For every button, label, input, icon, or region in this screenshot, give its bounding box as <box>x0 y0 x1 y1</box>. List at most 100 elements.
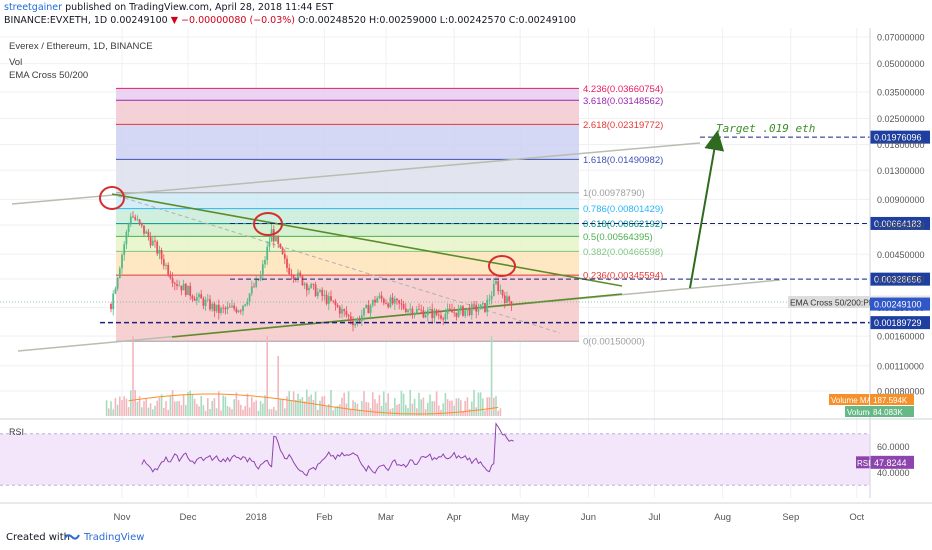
high-circle-apr <box>488 255 516 277</box>
volume-bar <box>422 397 425 416</box>
x-tick-label: May <box>511 512 529 523</box>
candle-body <box>389 297 392 308</box>
candle-body <box>508 296 511 302</box>
volume-bar <box>409 389 411 416</box>
volume-bar <box>224 396 227 416</box>
fib-band-1 <box>116 159 579 193</box>
volume-bar <box>169 396 172 416</box>
candle-body <box>385 303 387 304</box>
candle-body <box>125 231 128 245</box>
volume-bar <box>246 393 249 416</box>
volume-bar <box>427 402 429 416</box>
volume-bar <box>110 401 112 416</box>
author-link[interactable]: streetgainer <box>4 2 63 13</box>
candle-body <box>415 309 418 314</box>
candle-body <box>349 316 352 322</box>
volume-bar <box>132 336 134 416</box>
volume-bar <box>413 398 416 416</box>
candle-body <box>110 304 112 310</box>
candle-body <box>191 295 194 299</box>
volume-bar <box>378 394 381 416</box>
fib-label-0.236: 0.236(0.00345594) <box>583 271 663 282</box>
rsi-value-tag <box>870 455 914 469</box>
ema-plot-name: EMA Cross 50/200:Plot <box>790 298 879 308</box>
volume-bar <box>460 400 462 416</box>
trend-lines <box>0 142 870 352</box>
volume-bar <box>380 405 383 416</box>
y-tick-label: 0.05000000 <box>877 59 925 69</box>
volume-bar <box>341 397 343 416</box>
candle-body <box>464 310 467 316</box>
chart-header: streetgainer published on TradingView.co… <box>0 0 932 28</box>
candle-body <box>224 307 227 310</box>
y-tick-label: 0.01300000 <box>877 166 925 176</box>
candle-body <box>226 306 229 310</box>
volume-bar <box>297 393 299 416</box>
candle-body <box>160 249 163 260</box>
candle-body <box>211 303 214 310</box>
fib-band-0.786 <box>116 192 579 209</box>
volume-bar <box>396 404 398 416</box>
fib-label-2.618: 2.618(0.02319772) <box>583 120 663 131</box>
volume-bar <box>451 400 453 416</box>
candle-body <box>495 281 497 284</box>
candle-body <box>217 304 220 313</box>
tradingview-brand[interactable]: TradingView <box>84 532 145 543</box>
x-tick-label: Oct <box>849 512 864 523</box>
candles <box>110 211 513 332</box>
volume-bar <box>154 405 156 416</box>
volume-value: 84.083K <box>873 408 903 417</box>
candle-body <box>497 281 500 292</box>
candle-body <box>198 294 200 297</box>
candle-body <box>255 278 258 287</box>
candle-body <box>167 264 170 275</box>
y-tick-label: 0.00450000 <box>877 250 925 260</box>
volume-bar <box>123 396 125 416</box>
volume-bar <box>119 396 121 416</box>
volume-bar <box>411 403 414 416</box>
y-tick-label: 0.00160000 <box>877 332 925 342</box>
candle-body <box>121 254 123 269</box>
volume-bar <box>429 394 431 416</box>
candle-body <box>369 305 372 314</box>
candle-body <box>358 318 361 322</box>
fib-band-0.236 <box>116 251 579 276</box>
volume-bar <box>127 407 130 416</box>
volume-bar <box>343 392 345 416</box>
candle-body <box>220 307 222 313</box>
x-tick-label: Jul <box>648 512 660 523</box>
price-chart[interactable]: 0(0.00150000) 0.236(0.00345594) 0.382(0.00… <box>0 28 932 527</box>
volume-bar <box>242 409 244 416</box>
candle-body <box>290 274 293 276</box>
candle-body <box>118 268 121 279</box>
tradingview-logo-icon <box>64 534 80 540</box>
fib-band-0 <box>116 275 579 342</box>
volume-bar <box>209 409 211 416</box>
volume-name: Volume <box>847 408 874 417</box>
y-tick-label: 0.02500000 <box>877 114 925 124</box>
candle-body <box>275 236 277 242</box>
candle-body <box>492 283 495 296</box>
legend-main: Everex / Ethereum, 1D, BINANCE <box>9 41 153 52</box>
candle-body <box>411 308 414 316</box>
candle-body <box>286 258 288 268</box>
candle-body <box>312 283 315 285</box>
candle-body <box>459 306 462 309</box>
volume-bar <box>248 407 251 416</box>
candle-body <box>162 259 165 266</box>
volume-bar <box>394 398 396 416</box>
volume-tag <box>845 406 870 417</box>
price-tag <box>870 316 930 330</box>
volume-bar <box>290 400 293 416</box>
x-tick-label: 2018 <box>246 512 267 523</box>
volume-value-tag <box>870 406 914 417</box>
candle-body <box>215 304 218 312</box>
volume-bar <box>105 400 108 416</box>
candle-body <box>151 240 154 246</box>
candle-body <box>279 243 282 248</box>
volume-bar <box>286 396 288 416</box>
created-with-text: Created with <box>6 532 70 543</box>
candle-body <box>374 299 376 303</box>
candle-body <box>477 309 480 312</box>
price-tag-label: 0.00664183 <box>874 219 922 229</box>
